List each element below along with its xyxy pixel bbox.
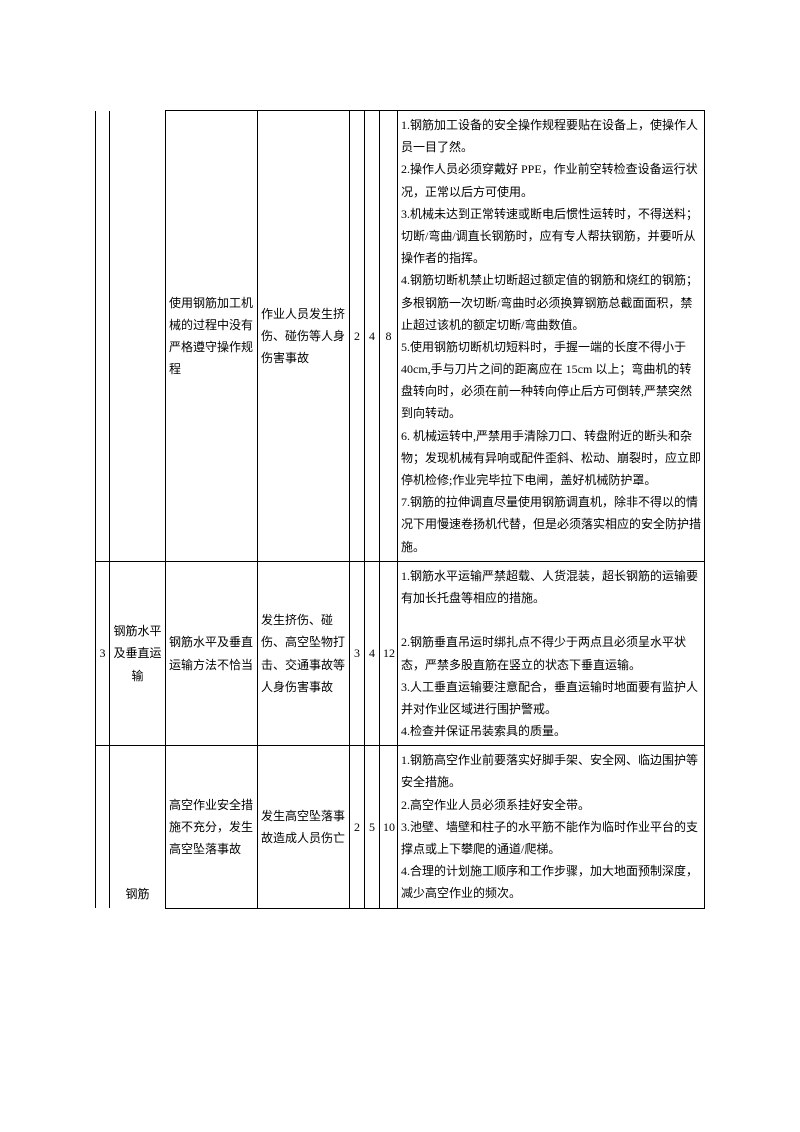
task-cell: 钢筋 [110, 746, 166, 908]
idx-cell: 3 [96, 561, 110, 746]
measures-text: 1.钢筋高空作业前要落实好脚手架、安全网、临边围护等安全措施。 2.高空作业人员… [401, 749, 701, 904]
score2-cell: 4 [365, 111, 380, 562]
score2-cell: 5 [365, 746, 380, 908]
cause-cell: 钢筋水平及垂直运输方法不恰当 [166, 561, 258, 746]
measures-cell: 1.钢筋高空作业前要落实好脚手架、安全网、临边围护等安全措施。 2.高空作业人员… [398, 746, 705, 908]
cause-cell: 高空作业安全措施不充分，发生高空坠落事故 [166, 746, 258, 908]
score1-cell: 2 [350, 746, 365, 908]
score2-cell: 4 [365, 561, 380, 746]
idx-cell [96, 111, 110, 562]
score3-cell: 10 [380, 746, 398, 908]
measures-cell: 1.钢筋水平运输严禁超载、人货混装，超长钢筋的运输要有加长托盘等相应的措施。 2… [398, 561, 705, 746]
cause-cell: 使用钢筋加工机械的过程中没有严格遵守操作规程 [166, 111, 258, 562]
risk-assessment-table: 使用钢筋加工机械的过程中没有严格遵守操作规程 作业人员发生挤伤、碰伤等人身伤害事… [95, 110, 705, 909]
table-row: 3 钢筋水平及垂直运输 钢筋水平及垂直运输方法不恰当 发生挤伤、碰伤、高空坠物打… [96, 561, 705, 746]
score1-cell: 3 [350, 561, 365, 746]
score3-cell: 12 [380, 561, 398, 746]
measures-text: 1.钢筋加工设备的安全操作规程要贴在设备上，使操作人员一目了然。 2.操作人员必… [401, 114, 701, 558]
consequence-cell: 作业人员发生挤伤、碰伤等人身伤害事故 [258, 111, 350, 562]
table-row: 使用钢筋加工机械的过程中没有严格遵守操作规程 作业人员发生挤伤、碰伤等人身伤害事… [96, 111, 705, 562]
score1-cell: 2 [350, 111, 365, 562]
table-row: 钢筋 高空作业安全措施不充分，发生高空坠落事故 发生高空坠落事故造成人员伤亡 2… [96, 746, 705, 908]
task-cell: 钢筋水平及垂直运输 [110, 561, 166, 746]
measures-text: 1.钢筋水平运输严禁超载、人货混装，超长钢筋的运输要有加长托盘等相应的措施。 2… [401, 565, 701, 743]
idx-cell [96, 746, 110, 908]
consequence-cell: 发生高空坠落事故造成人员伤亡 [258, 746, 350, 908]
measures-cell: 1.钢筋加工设备的安全操作规程要贴在设备上，使操作人员一目了然。 2.操作人员必… [398, 111, 705, 562]
score3-cell: 8 [380, 111, 398, 562]
task-cell [110, 111, 166, 562]
consequence-cell: 发生挤伤、碰伤、高空坠物打击、交通事故等人身伤害事故 [258, 561, 350, 746]
